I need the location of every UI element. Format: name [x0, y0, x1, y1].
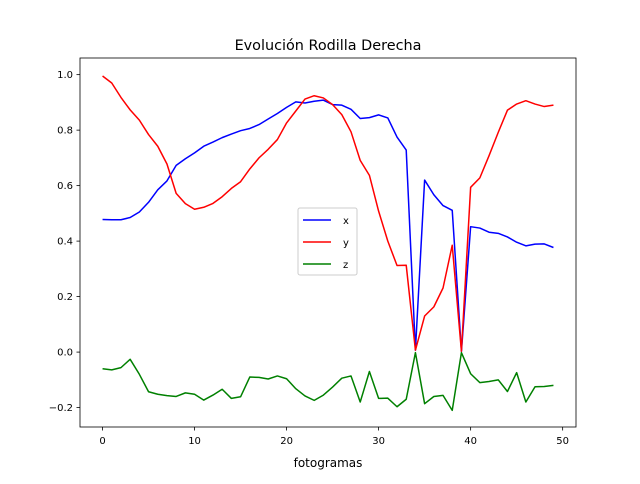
- plot-area-frame: [79, 57, 577, 428]
- legend-label-z: z: [343, 260, 348, 271]
- y-tick-label: 0.8: [57, 126, 73, 137]
- series-line-y: [102, 75, 554, 353]
- x-tick-label: 40: [464, 436, 477, 447]
- y-axis-ticks: −0.2 0.0 0.2 0.4 0.6 0.8 1.0: [49, 70, 80, 414]
- x-tick-label: 10: [188, 436, 201, 447]
- y-tick-label: 1.0: [57, 70, 73, 81]
- x-tick-label: 0: [99, 436, 105, 447]
- x-axis-ticks: 0 10 20 30 40 50: [99, 427, 569, 447]
- series-line-z: [102, 351, 554, 412]
- legend: xyz: [297, 207, 358, 276]
- series-line-x: [102, 99, 554, 353]
- y-tick-label: 0.6: [57, 181, 73, 192]
- x-axis-label: fotogramas: [294, 456, 363, 470]
- y-tick-label: 0.2: [57, 292, 73, 303]
- legend-label-y: y: [343, 238, 349, 249]
- y-tick-label: 0.0: [57, 348, 73, 359]
- y-tick-label: −0.2: [49, 403, 73, 414]
- chart-title: Evolución Rodilla Derecha: [235, 38, 422, 54]
- x-tick-label: 30: [372, 436, 385, 447]
- x-tick-label: 20: [280, 436, 293, 447]
- legend-label-x: x: [343, 216, 349, 227]
- series-lines: [102, 75, 554, 412]
- x-tick-label: 50: [556, 436, 569, 447]
- y-tick-label: 0.4: [57, 237, 73, 248]
